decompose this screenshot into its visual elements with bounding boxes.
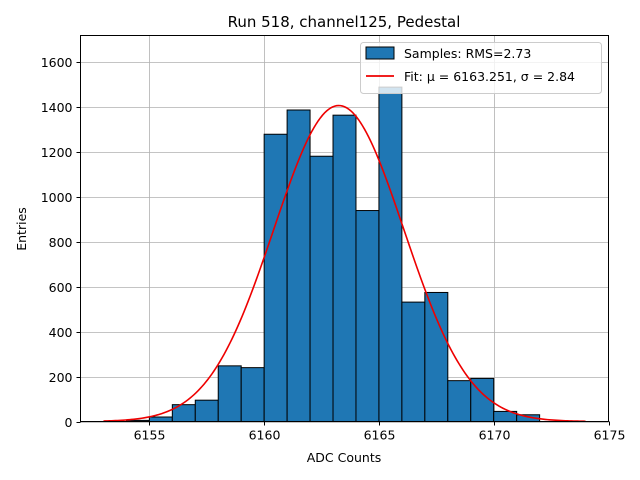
histogram-bar xyxy=(332,114,357,422)
legend-patch-samples xyxy=(365,46,395,60)
chart-title: Run 518, channel125, Pedestal xyxy=(228,13,461,31)
legend-label-samples: Samples: RMS=2.73 xyxy=(404,46,531,61)
y-tick-label: 1000 xyxy=(41,190,73,205)
histogram-bar xyxy=(263,133,288,423)
y-tick-label: 800 xyxy=(49,235,73,250)
y-axis-ticks: 0 200 400 600 800 1000 1200 1400 1600 xyxy=(41,55,81,430)
y-tick-label: 1600 xyxy=(41,55,73,70)
x-tick-label: 6155 xyxy=(134,428,166,443)
legend-label-fit: Fit: μ = 6163.251, σ = 2.84 xyxy=(404,69,575,84)
legend-box xyxy=(360,42,602,94)
histogram-bar xyxy=(194,399,219,423)
x-axis-ticks: 6155 6160 6165 6170 6175 xyxy=(134,421,626,443)
y-tick-label: 0 xyxy=(65,415,73,430)
plot-frame xyxy=(80,35,609,422)
y-axis-label: Entries xyxy=(14,207,29,251)
histogram-bar xyxy=(378,86,403,423)
x-axis-label: ADC Counts xyxy=(307,450,382,465)
x-tick-label: 6160 xyxy=(249,428,281,443)
histogram-bar xyxy=(447,380,472,423)
histogram-bar xyxy=(217,365,242,422)
histogram-bar xyxy=(240,367,265,422)
x-tick-label: 6170 xyxy=(479,428,511,443)
histogram-bar xyxy=(424,291,449,422)
histogram-bar xyxy=(286,109,311,422)
fit-curve xyxy=(103,104,586,423)
histogram-bar xyxy=(401,301,426,423)
y-tick-label: 400 xyxy=(49,325,73,340)
y-tick-label: 1200 xyxy=(41,145,73,160)
x-tick-label: 6175 xyxy=(594,428,626,443)
legend: Samples: RMS=2.73 Fit: μ = 6163.251, σ =… xyxy=(360,42,602,94)
y-tick-label: 200 xyxy=(49,370,73,385)
histogram-bar xyxy=(309,155,334,422)
y-tick-label: 600 xyxy=(49,280,73,295)
x-tick-label: 6165 xyxy=(364,428,396,443)
histogram-bar xyxy=(148,416,173,422)
y-tick-label: 1400 xyxy=(41,100,73,115)
histogram-bars xyxy=(125,86,541,423)
histogram-bar xyxy=(355,210,380,422)
